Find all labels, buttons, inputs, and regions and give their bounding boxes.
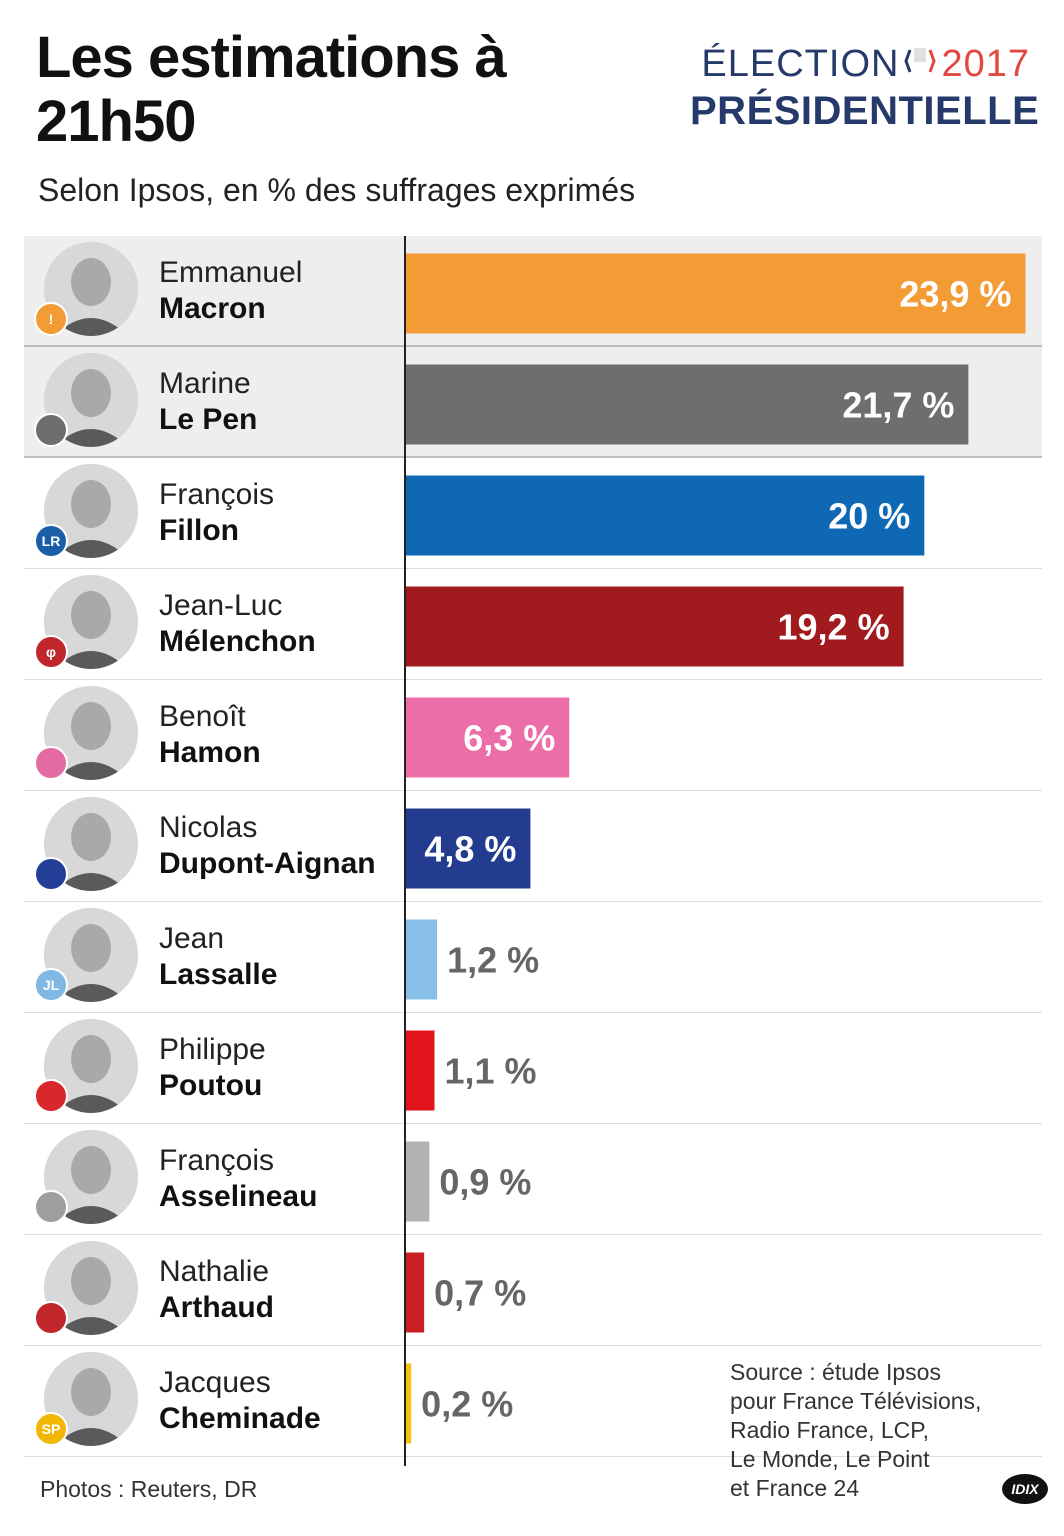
chart-axis bbox=[404, 236, 406, 1466]
source-line: Source : étude Ipsos bbox=[730, 1359, 941, 1385]
party-logo-icon: LR bbox=[34, 524, 68, 558]
candidate-row: Marine Le Pen bbox=[24, 347, 1042, 458]
party-logo-icon bbox=[34, 1079, 68, 1113]
page-title: Les estimations à 21h50 bbox=[36, 25, 507, 154]
party-logo-icon bbox=[34, 746, 68, 780]
source-line: Le Monde, Le Point bbox=[730, 1446, 930, 1472]
candidate-first-name: Marine bbox=[159, 367, 251, 400]
candidate-first-name: Jean-Luc bbox=[159, 589, 283, 622]
candidate-first-name: Emmanuel bbox=[159, 256, 303, 289]
party-logo-icon: JL bbox=[34, 968, 68, 1002]
logo-subtitle: PRÉSIDENTIELLE bbox=[690, 88, 1040, 133]
candidate-first-name: François bbox=[159, 1144, 275, 1177]
candidate-first-name: Jacques bbox=[159, 1366, 271, 1399]
source-line: Radio France, LCP, bbox=[730, 1417, 930, 1443]
candidate-last-name: Arthaud bbox=[159, 1291, 274, 1324]
party-logo-icon: φ bbox=[34, 635, 68, 669]
candidate-first-name: Jean bbox=[159, 922, 225, 955]
candidate-row: LR François Fillon bbox=[24, 458, 1042, 569]
candidate-row: Nicolas Dupont-Aignan bbox=[24, 791, 1042, 902]
source-line: et France 24 bbox=[730, 1475, 860, 1501]
party-logo-icon bbox=[34, 1301, 68, 1335]
candidate-row: SP Jacques Cheminade bbox=[24, 1346, 1042, 1457]
candidate-first-name: Benoît bbox=[159, 700, 246, 733]
candidate-last-name: Le Pen bbox=[159, 403, 258, 436]
party-logo-icon bbox=[34, 857, 68, 891]
candidate-last-name: Macron bbox=[159, 292, 266, 325]
candidate-first-name: François bbox=[159, 478, 275, 511]
candidate-first-name: Nicolas bbox=[159, 811, 258, 844]
candidate-last-name: Dupont-Aignan bbox=[159, 847, 376, 880]
candidate-row: JL Jean Lassalle bbox=[24, 902, 1042, 1013]
candidate-photo bbox=[44, 464, 138, 558]
candidate-last-name: Hamon bbox=[159, 736, 261, 769]
candidate-row: Benoît Hamon bbox=[24, 680, 1042, 791]
candidate-first-name: Philippe bbox=[159, 1033, 266, 1066]
party-logo-icon: ! bbox=[34, 302, 68, 336]
candidate-row: Nathalie Arthaud bbox=[24, 1235, 1042, 1346]
page-subtitle: Selon Ipsos, en % des suffrages exprimés bbox=[38, 172, 636, 208]
source-line: pour France Télévisions, bbox=[730, 1388, 982, 1414]
candidate-list: ! Emmanuel Macron Marine Le Pen LR François Fil… bbox=[24, 236, 1042, 1457]
candidate-last-name: Asselineau bbox=[159, 1180, 318, 1213]
candidate-first-name: Nathalie bbox=[159, 1255, 270, 1288]
candidate-last-name: Fillon bbox=[159, 514, 239, 547]
party-logo-icon bbox=[34, 1190, 68, 1224]
candidate-row: φ Jean-Luc Mélenchon bbox=[24, 569, 1042, 680]
candidate-row: Philippe Poutou bbox=[24, 1013, 1042, 1124]
candidate-row: François Asselineau bbox=[24, 1124, 1042, 1235]
candidate-last-name: Cheminade bbox=[159, 1402, 321, 1435]
logo-word: ÉLECTION bbox=[701, 43, 900, 85]
photos-credit: Photos : Reuters, DR bbox=[40, 1476, 258, 1502]
candidate-last-name: Mélenchon bbox=[159, 625, 316, 658]
source-note: Source : étude Ipsos pour France Télévisi… bbox=[730, 1358, 981, 1503]
agency-logo: IDIX bbox=[1002, 1474, 1048, 1504]
logo-year: 2017 bbox=[941, 43, 1030, 85]
party-logo-icon bbox=[34, 413, 68, 447]
candidate-last-name: Poutou bbox=[159, 1069, 263, 1102]
candidate-last-name: Lassalle bbox=[159, 958, 278, 991]
election-logo: ÉLECTION 2017 PRÉSIDENTIELLE bbox=[690, 42, 1040, 134]
candidate-row: ! Emmanuel Macron bbox=[24, 236, 1042, 347]
ballot-box-icon bbox=[903, 44, 937, 88]
party-logo-icon: SP bbox=[34, 1412, 68, 1446]
